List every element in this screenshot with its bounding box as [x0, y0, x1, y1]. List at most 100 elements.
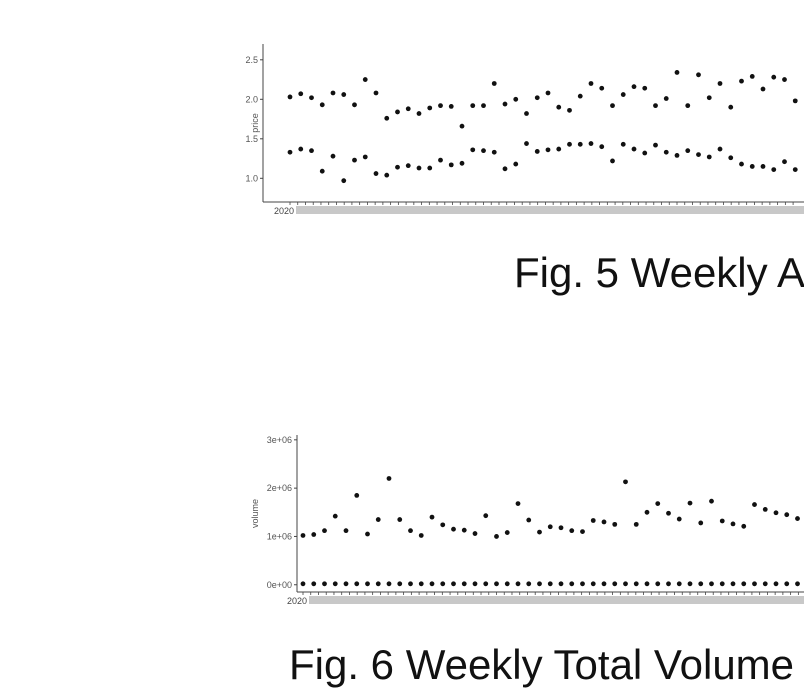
data-point [502, 166, 508, 172]
data-point [590, 518, 596, 523]
data-point [590, 581, 596, 587]
data-point [795, 581, 800, 587]
data-point [341, 92, 347, 97]
data-point [319, 102, 325, 108]
data-point [666, 581, 671, 587]
data-point [631, 146, 637, 152]
data-point [322, 581, 327, 587]
data-point [504, 581, 510, 587]
data-point [545, 90, 551, 96]
data-point [526, 517, 532, 523]
data-point [655, 501, 661, 506]
data-point [405, 106, 411, 112]
data-point [762, 506, 768, 512]
data-point [741, 523, 747, 529]
data-point [556, 146, 562, 152]
figure-6-caption: Fig. 6 Weekly Total Volume [289, 641, 795, 688]
data-point [451, 581, 456, 587]
data-point [653, 103, 658, 109]
data-point [440, 581, 446, 587]
data-point [300, 533, 306, 538]
data-point [397, 581, 403, 587]
data-point [580, 581, 585, 587]
data-point [534, 149, 540, 154]
data-point [513, 161, 519, 167]
data-point [397, 517, 403, 522]
data-point [470, 103, 476, 109]
y-tick-label: 1.5 [245, 134, 258, 144]
x-tick-label-band [296, 206, 804, 214]
data-point [709, 581, 714, 587]
data-point [287, 149, 293, 155]
data-point [429, 514, 435, 520]
y-tick-label: 2e+06 [267, 483, 292, 493]
data-point [698, 520, 704, 526]
data-point [558, 525, 564, 531]
data-point [481, 103, 486, 109]
data-point [730, 521, 736, 527]
data-point [494, 534, 499, 539]
data-point [362, 77, 368, 82]
data-point [644, 581, 650, 587]
data-point [666, 510, 671, 516]
data-point [676, 581, 682, 587]
data-point [655, 581, 661, 587]
data-point [773, 510, 779, 516]
data-point [408, 528, 413, 534]
data-point [601, 519, 607, 525]
data-point [483, 581, 489, 587]
data-point [537, 581, 542, 587]
data-point [513, 96, 519, 102]
data-point [515, 501, 521, 506]
data-point [408, 581, 413, 587]
data-point [719, 518, 725, 524]
data-point [341, 178, 347, 184]
data-point [601, 581, 607, 587]
data-point [792, 98, 798, 104]
data-point [322, 528, 327, 534]
data-point [696, 72, 701, 78]
data-point [365, 531, 370, 537]
data-point [620, 141, 626, 147]
data-point [610, 103, 615, 109]
data-point [728, 104, 734, 110]
data-point [547, 581, 553, 587]
data-point [749, 73, 755, 79]
data-point [461, 581, 467, 587]
y-tick-label: 3e+06 [267, 435, 292, 445]
data-point [623, 479, 628, 485]
data-point [365, 581, 370, 587]
data-point [752, 502, 757, 507]
data-point [719, 581, 725, 587]
figure-5-caption: Fig. 5 Weekly A [514, 249, 804, 296]
data-point [537, 529, 542, 535]
data-point [384, 172, 390, 178]
data-point [352, 157, 357, 163]
data-point [309, 148, 314, 154]
data-point [709, 498, 714, 504]
data-point [386, 581, 392, 587]
data-point [354, 492, 360, 498]
data-point [685, 103, 691, 109]
data-point [386, 476, 392, 481]
data-point [782, 159, 787, 165]
data-point [663, 149, 669, 155]
data-point [298, 91, 304, 97]
data-point [577, 141, 583, 147]
data-point [696, 152, 701, 157]
data-point [459, 160, 465, 166]
data-point [494, 581, 499, 587]
data-point [483, 513, 489, 519]
data-point [771, 167, 777, 173]
data-point [416, 111, 422, 116]
data-point [309, 95, 314, 101]
data-point [698, 581, 704, 587]
data-point [623, 581, 628, 587]
data-point [685, 148, 691, 154]
data-point [569, 528, 575, 534]
data-point [438, 157, 443, 163]
data-point [330, 153, 336, 159]
data-point [642, 85, 648, 91]
data-point [588, 141, 594, 146]
data-point [556, 104, 562, 110]
